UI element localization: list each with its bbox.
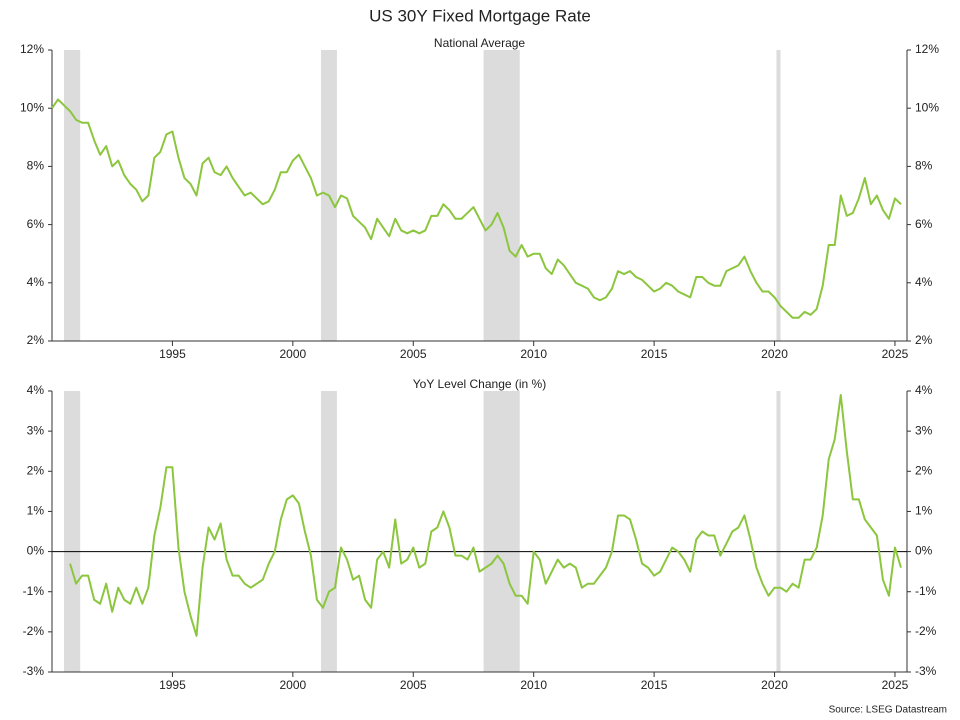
y-tick-label: 2% xyxy=(915,463,933,477)
shaded-period xyxy=(483,50,520,341)
line-series xyxy=(69,394,902,637)
y-tick-label: 2% xyxy=(27,333,45,347)
y-tick-label: 3% xyxy=(915,423,933,437)
x-tick-label: 2005 xyxy=(400,678,427,692)
x-tick-label: 2015 xyxy=(641,347,668,361)
y-tick-label: 2% xyxy=(27,463,45,477)
y-tick-label: 6% xyxy=(27,217,45,231)
y-tick-label: 3% xyxy=(27,423,45,437)
y-tick-label: -3% xyxy=(915,664,937,678)
x-tick-label: 2020 xyxy=(761,347,788,361)
shaded-period xyxy=(776,50,781,341)
y-tick-label: -2% xyxy=(915,624,937,638)
x-tick-label: 2015 xyxy=(641,678,668,692)
y-tick-label: 10% xyxy=(915,100,939,114)
chart-title: US 30Y Fixed Mortgage Rate xyxy=(369,6,591,25)
y-tick-label: 12% xyxy=(20,42,44,56)
x-tick-label: 2010 xyxy=(520,678,547,692)
x-tick-label: 2005 xyxy=(400,347,427,361)
y-tick-label: 4% xyxy=(27,383,45,397)
x-tick-label: 2020 xyxy=(761,678,788,692)
y-tick-label: 4% xyxy=(915,275,933,289)
line-series xyxy=(51,98,902,319)
y-tick-label: -1% xyxy=(23,584,45,598)
y-tick-label: -3% xyxy=(23,664,45,678)
y-tick-label: 6% xyxy=(915,217,933,231)
y-tick-label: 12% xyxy=(915,42,939,56)
y-tick-label: 8% xyxy=(915,159,933,173)
y-tick-label: -1% xyxy=(915,584,937,598)
shaded-period xyxy=(321,391,337,672)
y-tick-label: 10% xyxy=(20,100,44,114)
x-tick-label: 2000 xyxy=(279,678,306,692)
shaded-period xyxy=(776,391,781,672)
x-tick-label: 2025 xyxy=(882,678,909,692)
x-tick-label: 2025 xyxy=(882,347,909,361)
y-tick-label: 4% xyxy=(915,383,933,397)
x-tick-label: 2000 xyxy=(279,347,306,361)
y-tick-label: 0% xyxy=(915,544,933,558)
y-tick-label: 8% xyxy=(27,159,45,173)
y-tick-label: 4% xyxy=(27,275,45,289)
y-tick-label: -2% xyxy=(23,624,45,638)
y-tick-label: 2% xyxy=(915,333,933,347)
y-tick-label: 0% xyxy=(27,544,45,558)
x-tick-label: 1995 xyxy=(159,347,186,361)
panel-title: National Average xyxy=(434,36,526,50)
shaded-period xyxy=(64,391,81,672)
shaded-period xyxy=(64,50,81,341)
x-tick-label: 1995 xyxy=(159,678,186,692)
x-tick-label: 2010 xyxy=(520,347,547,361)
shaded-period xyxy=(483,391,520,672)
y-tick-label: 1% xyxy=(27,504,45,518)
panel-title: YoY Level Change (in %) xyxy=(413,377,546,391)
source: Source: LSEG Datastream xyxy=(829,705,947,716)
y-tick-label: 1% xyxy=(915,504,933,518)
